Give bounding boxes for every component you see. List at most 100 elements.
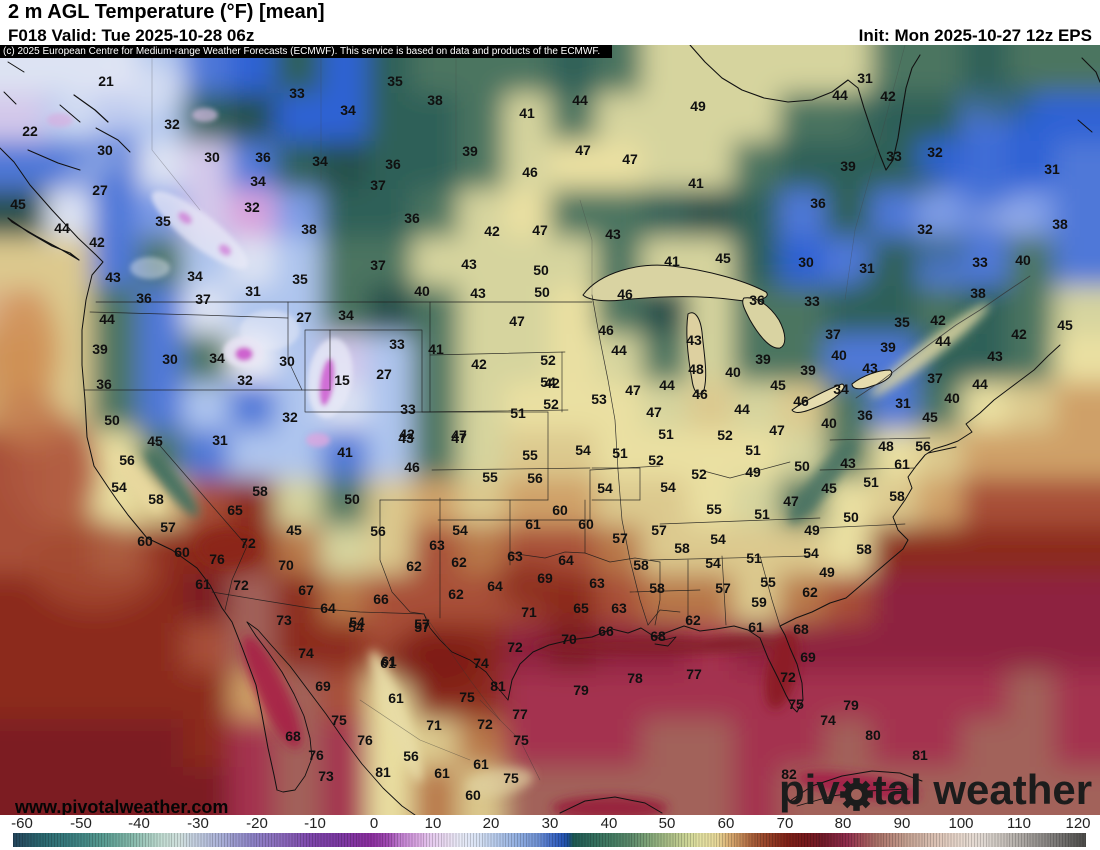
svg-text:36: 36 (136, 290, 152, 306)
svg-text:47: 47 (646, 404, 662, 420)
svg-text:33: 33 (289, 85, 305, 101)
svg-text:44: 44 (935, 333, 951, 349)
svg-text:42: 42 (544, 375, 560, 391)
svg-text:46: 46 (692, 386, 708, 402)
svg-text:45: 45 (10, 196, 26, 212)
svg-text:47: 47 (783, 493, 799, 509)
svg-text:49: 49 (745, 464, 761, 480)
svg-text:70: 70 (561, 631, 577, 647)
svg-text:42: 42 (930, 312, 946, 328)
svg-text:43: 43 (987, 348, 1003, 364)
svg-text:57: 57 (715, 580, 731, 596)
svg-text:33: 33 (886, 148, 902, 164)
svg-text:42: 42 (399, 426, 415, 442)
svg-text:34: 34 (187, 268, 203, 284)
svg-text:42: 42 (89, 234, 105, 250)
svg-text:73: 73 (318, 768, 334, 784)
svg-text:82: 82 (781, 766, 797, 782)
svg-text:34: 34 (312, 153, 328, 169)
svg-text:51: 51 (746, 550, 762, 566)
svg-text:61: 61 (388, 690, 404, 706)
svg-text:75: 75 (788, 696, 804, 712)
svg-text:33: 33 (400, 401, 416, 417)
svg-text:80: 80 (865, 727, 881, 743)
svg-text:36: 36 (749, 292, 765, 308)
svg-text:34: 34 (250, 173, 266, 189)
svg-text:62: 62 (685, 612, 701, 628)
svg-text:44: 44 (734, 401, 750, 417)
svg-text:50: 50 (344, 491, 360, 507)
svg-text:37: 37 (370, 257, 386, 273)
svg-text:60: 60 (578, 516, 594, 532)
svg-text:21: 21 (98, 73, 114, 89)
svg-text:69: 69 (800, 649, 816, 665)
svg-text:30: 30 (162, 351, 178, 367)
svg-text:58: 58 (674, 540, 690, 556)
svg-text:56: 56 (403, 748, 419, 764)
svg-text:54: 54 (597, 480, 613, 496)
svg-text:40: 40 (1015, 252, 1031, 268)
svg-text:77: 77 (686, 666, 702, 682)
svg-text:70: 70 (278, 557, 294, 573)
svg-text:54: 54 (348, 619, 364, 635)
svg-text:54: 54 (575, 442, 591, 458)
svg-text:32: 32 (927, 144, 943, 160)
svg-text:42: 42 (880, 88, 896, 104)
svg-text:38: 38 (970, 285, 986, 301)
svg-text:68: 68 (285, 728, 301, 744)
svg-text:56: 56 (370, 523, 386, 539)
svg-text:33: 33 (972, 254, 988, 270)
svg-text:40: 40 (831, 347, 847, 363)
svg-text:43: 43 (398, 430, 414, 446)
svg-text:22: 22 (22, 123, 38, 139)
svg-text:30: 30 (97, 142, 113, 158)
svg-text:47: 47 (769, 422, 785, 438)
svg-text:45: 45 (922, 409, 938, 425)
svg-text:43: 43 (686, 332, 702, 348)
svg-text:27: 27 (92, 182, 108, 198)
svg-text:45: 45 (821, 480, 837, 496)
svg-text:44: 44 (572, 92, 588, 108)
svg-text:71: 71 (426, 717, 442, 733)
svg-text:65: 65 (227, 502, 243, 518)
svg-text:60: 60 (174, 544, 190, 560)
svg-text:27: 27 (376, 366, 392, 382)
svg-text:61: 61 (748, 619, 764, 635)
svg-text:51: 51 (510, 405, 526, 421)
svg-text:58: 58 (633, 557, 649, 573)
svg-text:39: 39 (755, 351, 771, 367)
svg-text:45: 45 (286, 522, 302, 538)
svg-text:52: 52 (691, 466, 707, 482)
svg-text:56: 56 (915, 438, 931, 454)
svg-text:56: 56 (527, 470, 543, 486)
svg-text:81: 81 (375, 764, 391, 780)
svg-text:55: 55 (706, 501, 722, 517)
svg-text:81: 81 (912, 747, 928, 763)
svg-text:32: 32 (244, 199, 260, 215)
svg-text:75: 75 (331, 712, 347, 728)
svg-text:52: 52 (717, 427, 733, 443)
svg-text:58: 58 (649, 580, 665, 596)
svg-text:41: 41 (664, 253, 680, 269)
svg-text:36: 36 (810, 195, 826, 211)
svg-text:31: 31 (895, 395, 911, 411)
svg-text:61: 61 (473, 756, 489, 772)
svg-text:51: 51 (754, 506, 770, 522)
svg-text:47: 47 (451, 427, 467, 443)
svg-text:62: 62 (448, 586, 464, 602)
svg-text:54: 54 (705, 555, 721, 571)
svg-text:31: 31 (857, 70, 873, 86)
svg-text:30: 30 (798, 254, 814, 270)
svg-text:76: 76 (357, 732, 373, 748)
svg-text:81: 81 (490, 678, 506, 694)
svg-text:61: 61 (195, 576, 211, 592)
svg-text:33: 33 (389, 336, 405, 352)
svg-text:37: 37 (825, 326, 841, 342)
svg-text:36: 36 (96, 376, 112, 392)
svg-text:44: 44 (99, 311, 115, 327)
svg-text:58: 58 (856, 541, 872, 557)
svg-text:63: 63 (429, 537, 445, 553)
svg-text:75: 75 (503, 770, 519, 786)
svg-text:15: 15 (334, 372, 350, 388)
svg-text:34: 34 (340, 102, 356, 118)
